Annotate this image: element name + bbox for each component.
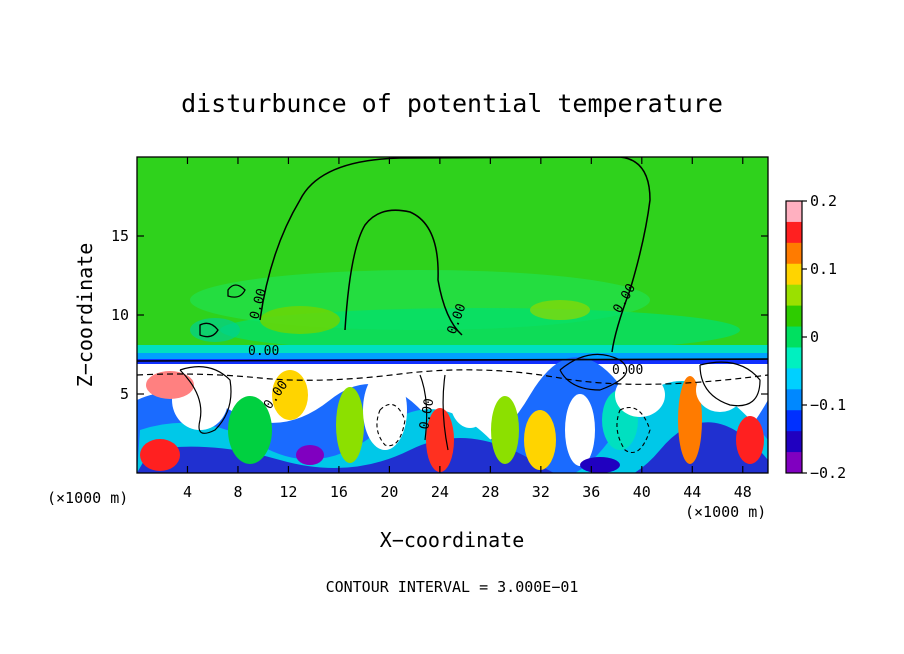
x-tick-label: 44: [683, 483, 701, 501]
x-axis: 4 8 12 16 20 24 28 32 36 40 44 48: [183, 157, 752, 501]
contour-label: 0.00: [612, 363, 643, 378]
colorbar-segment: [786, 431, 802, 453]
colorbar-ticks: 0.2 0.1 0 −0.1 −0.2: [802, 192, 846, 482]
colorbar-segment: [786, 368, 802, 390]
colorbar-segment: [786, 389, 802, 411]
chart-title: disturbunce of potential temperature: [181, 89, 723, 118]
y-tick-label: 15: [111, 227, 129, 245]
x-tick-label: 28: [481, 483, 499, 501]
colorbar-segment: [786, 410, 802, 432]
x-unit-right: (×1000 m): [685, 503, 766, 521]
y-axis-label: Z−coordinate: [73, 243, 97, 388]
x-tick-label: 24: [431, 483, 449, 501]
x-tick-label: 12: [279, 483, 297, 501]
colorbar-segment: [786, 326, 802, 348]
x-tick-label: 32: [532, 483, 550, 501]
colorbar-segment: [786, 221, 802, 244]
x-tick-label: 48: [734, 483, 752, 501]
colorbar-tick-label: 0.1: [810, 260, 837, 278]
x-tick-label: 16: [330, 483, 348, 501]
colorbar-segment: [786, 284, 802, 307]
contour-interval-note: CONTOUR INTERVAL = 3.000E−01: [326, 578, 579, 596]
x-tick-label: 8: [233, 483, 242, 501]
y-tick-label: 10: [111, 306, 129, 324]
potential-temperature-field: [137, 157, 768, 473]
contour-label: 0.00: [248, 344, 279, 359]
x-tick-label: 20: [380, 483, 398, 501]
colorbar-segment: [786, 347, 802, 369]
x-axis-label: X−coordinate: [380, 528, 525, 552]
x-unit-left: (×1000 m): [47, 489, 128, 507]
y-tick-label: 5: [120, 385, 129, 403]
colorbar-tick-label: −0.2: [810, 464, 846, 482]
colorbar-segment: [786, 452, 802, 474]
colorbar-segment: [786, 305, 802, 328]
colorbar: [785, 200, 803, 474]
colorbar-segment: [786, 242, 802, 265]
x-tick-label: 36: [582, 483, 600, 501]
colorbar-segment: [786, 201, 802, 223]
colorbar-tick-label: 0: [810, 328, 819, 346]
contour-label: 0.00: [417, 397, 437, 430]
colorbar-tick-label: 0.2: [810, 192, 837, 210]
y-axis: 5 10 15: [111, 227, 768, 403]
x-tick-label: 40: [633, 483, 651, 501]
colorbar-segment: [786, 263, 802, 286]
colorbar-tick-label: −0.1: [810, 396, 846, 414]
x-tick-label: 4: [183, 483, 192, 501]
